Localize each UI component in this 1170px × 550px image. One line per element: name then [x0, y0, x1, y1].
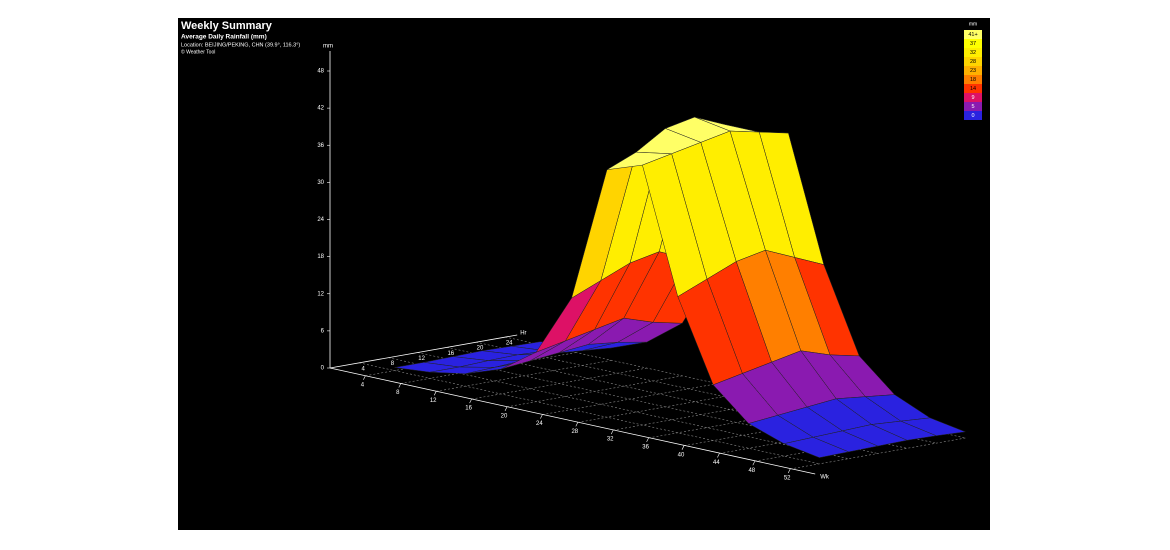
z-tick-label: 48 [317, 69, 324, 75]
x-tick [752, 461, 756, 466]
x-tick [363, 375, 366, 380]
x-tick [433, 391, 437, 396]
legend-label: 0 [971, 113, 974, 119]
x-tick [504, 406, 508, 411]
legend-swatch [964, 66, 982, 75]
z-tick-label: 36 [317, 143, 324, 149]
x-tick-label: 44 [713, 460, 720, 466]
x-tick-label: 20 [501, 413, 508, 419]
x-tick-label: 40 [678, 452, 685, 458]
x-tick [646, 437, 649, 443]
credit: © Weather Tool [181, 48, 215, 55]
x-tick-label: 32 [607, 437, 614, 443]
legend-label: 5 [971, 104, 974, 110]
y-tick-label: 24 [506, 341, 513, 347]
z-tick-label: 12 [317, 291, 324, 297]
x-axis-label: Wk [820, 475, 830, 481]
z-axis-label: mm [323, 44, 333, 50]
x-tick-label: 16 [465, 406, 472, 412]
y-tick-label: 12 [418, 356, 425, 362]
legend-swatch [964, 57, 982, 66]
legend-label: 28 [970, 59, 976, 65]
x-tick [787, 468, 791, 474]
x-tick-label: 48 [748, 468, 755, 474]
legend-title: mm [969, 21, 977, 27]
legend-swatch [964, 93, 982, 102]
x-tick [575, 422, 579, 427]
legend-swatch [964, 39, 982, 48]
x-tick [398, 383, 402, 388]
x-axis [329, 367, 816, 475]
y-axis [329, 334, 518, 369]
legend-label: 23 [970, 68, 976, 74]
legend-label: 18 [970, 77, 976, 83]
x-tick-label: 4 [361, 382, 365, 388]
legend-swatch [964, 30, 982, 39]
legend-label: 9 [971, 95, 974, 101]
x-tick-label: 24 [536, 421, 543, 427]
z-tick-label: 6 [321, 328, 325, 334]
x-tick-label: 52 [784, 476, 791, 482]
legend-swatch [964, 84, 982, 93]
legend-label: 32 [970, 50, 976, 56]
z-tick-label: 24 [317, 217, 324, 223]
legend-label: 14 [970, 86, 976, 92]
y-tick-label: 4 [362, 366, 366, 372]
x-tick [717, 453, 720, 458]
y-tick-label: 16 [447, 351, 454, 357]
x-tick-label: 28 [571, 429, 578, 435]
legend-swatch [964, 102, 982, 111]
z-tick-label: 42 [317, 106, 324, 112]
y-tick-label: 8 [391, 361, 395, 367]
grid-line [359, 362, 820, 465]
chart-title: Weekly Summary [181, 20, 273, 32]
surface-cell [783, 437, 850, 458]
x-tick [681, 445, 685, 450]
z-tick-label: 30 [317, 180, 324, 186]
x-tick [469, 398, 472, 404]
x-tick [610, 430, 614, 435]
legend-label: 37 [970, 41, 976, 47]
grid-line [790, 437, 966, 470]
z-tick-label: 0 [321, 366, 325, 372]
subtitle: Average Daily Rainfall (mm) [181, 34, 267, 41]
legend-label: 41+ [968, 32, 977, 38]
y-tick-label: 20 [477, 346, 484, 352]
y-axis-label: Hr [520, 331, 526, 337]
legend-swatch [964, 48, 982, 57]
legend-swatch [964, 75, 982, 84]
z-tick-label: 18 [317, 254, 324, 260]
x-tick [540, 414, 543, 419]
x-tick-label: 36 [642, 445, 649, 451]
legend-swatch [964, 111, 982, 120]
x-tick-label: 8 [396, 390, 400, 396]
location: Location: BEIJING/PEKING, CHN (39.9°, 11… [181, 42, 300, 48]
grid-line [388, 357, 849, 459]
x-tick-label: 12 [430, 398, 437, 404]
